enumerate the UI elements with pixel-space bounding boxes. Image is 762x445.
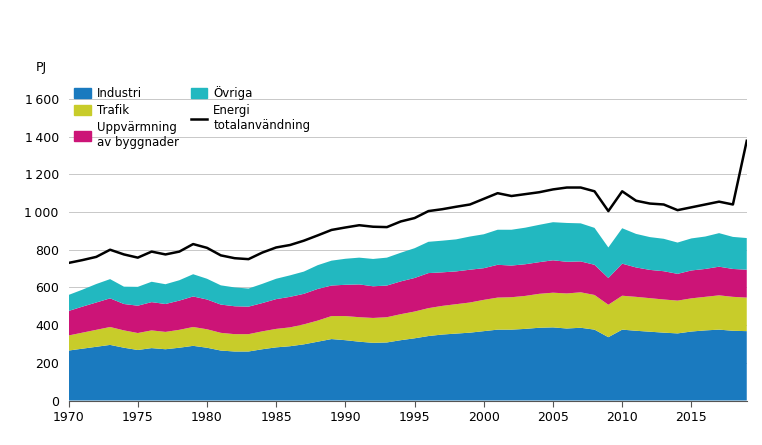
Legend: Industri, Trafik, Uppvärmning
av byggnader, Övriga, Energi
totalanvändning: Industri, Trafik, Uppvärmning av byggnad…	[75, 86, 310, 149]
Y-axis label: PJ: PJ	[36, 61, 47, 74]
